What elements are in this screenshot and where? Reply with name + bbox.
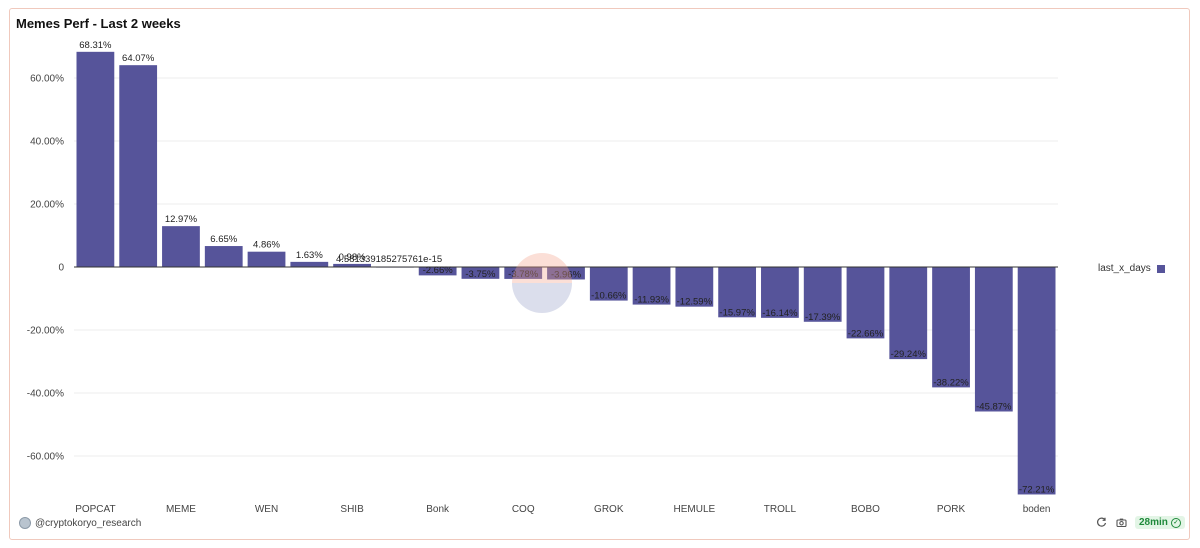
bar [547, 267, 585, 280]
x-tick-label: BOBO [851, 504, 880, 515]
refresh-age-badge: 28min ✓ [1135, 516, 1185, 529]
data-label: -15.97% [719, 307, 755, 318]
bar [290, 261, 329, 267]
bar [718, 267, 757, 318]
data-label: 68.31% [79, 40, 112, 51]
legend-swatch [1156, 264, 1165, 273]
data-label: -3.78% [508, 269, 539, 280]
data-label: -16.14% [762, 308, 798, 319]
bar [675, 267, 714, 307]
x-tick-label: TROLL [764, 504, 797, 515]
bar [803, 267, 842, 322]
x-tick-label: POPCAT [75, 504, 115, 515]
bar [418, 267, 457, 276]
data-label: -12.59% [677, 297, 713, 308]
data-label: -22.66% [848, 328, 884, 339]
bar [974, 267, 1013, 412]
avatar [19, 517, 31, 529]
data-label: 64.07% [122, 53, 155, 64]
data-label: -72.21% [1019, 484, 1055, 495]
bar [761, 267, 799, 318]
y-tick-label: -60.00% [27, 452, 64, 463]
y-tick-label: 20.00% [30, 200, 64, 211]
x-tick-label: PORK [937, 504, 966, 515]
x-tick-label: GROK [594, 504, 624, 515]
bar [632, 267, 671, 305]
bar [589, 267, 628, 301]
x-tick-label: boden [1023, 504, 1051, 515]
y-tick-label: -20.00% [27, 326, 64, 337]
y-tick-label: -40.00% [27, 389, 64, 400]
data-label: 1.63% [296, 250, 323, 261]
data-label: -45.87% [976, 401, 1012, 412]
x-tick-label: HEMULE [674, 504, 716, 515]
data-label: 0.98% [339, 252, 366, 263]
bar [162, 226, 200, 267]
legend-label: last_x_days [1098, 263, 1151, 274]
data-label: -38.22% [933, 377, 969, 388]
bar [1017, 267, 1056, 495]
camera-icon[interactable] [1115, 517, 1127, 529]
data-label: -17.39% [805, 312, 841, 323]
data-label: -3.96% [551, 269, 582, 280]
data-label: 12.97% [165, 214, 198, 225]
dune-watermark [512, 253, 572, 313]
bar [247, 251, 286, 267]
data-label: -29.24% [891, 349, 927, 360]
bar [504, 267, 543, 279]
x-tick-label: Bonk [426, 504, 450, 515]
bar [204, 246, 243, 267]
x-tick-label: MEME [166, 504, 196, 515]
bar [119, 65, 158, 267]
bar [932, 267, 970, 388]
author-credit[interactable]: @cryptokoryo_research [19, 517, 141, 529]
data-label: -11.93% [634, 295, 669, 306]
y-tick-label: 40.00% [30, 137, 64, 148]
chart-title: Memes Perf - Last 2 weeks [16, 16, 181, 31]
x-tick-label: SHIB [340, 504, 364, 515]
bar [461, 267, 500, 279]
y-tick-label: 0 [58, 263, 64, 274]
data-label: 4.581339185275761e-15 [336, 254, 442, 265]
bar [333, 263, 371, 267]
refresh-icon[interactable] [1095, 517, 1107, 529]
bar [889, 267, 928, 360]
x-tick-label: COQ [512, 504, 535, 515]
data-label: 4.86% [253, 240, 280, 251]
data-label: 6.65% [210, 234, 237, 245]
data-label: -3.75% [465, 269, 496, 280]
y-tick-label: 60.00% [30, 74, 64, 85]
check-circle-icon: ✓ [1170, 517, 1181, 528]
data-label: -2.66% [423, 265, 454, 276]
data-label: -10.66% [591, 291, 627, 302]
bar [846, 267, 885, 339]
bar [76, 51, 115, 267]
footer-actions: 28min ✓ [1095, 516, 1185, 529]
refresh-age: 28min [1139, 517, 1168, 528]
author-name: @cryptokoryo_research [35, 517, 142, 529]
legend[interactable]: last_x_days [1098, 263, 1165, 274]
x-tick-label: WEN [255, 504, 278, 515]
